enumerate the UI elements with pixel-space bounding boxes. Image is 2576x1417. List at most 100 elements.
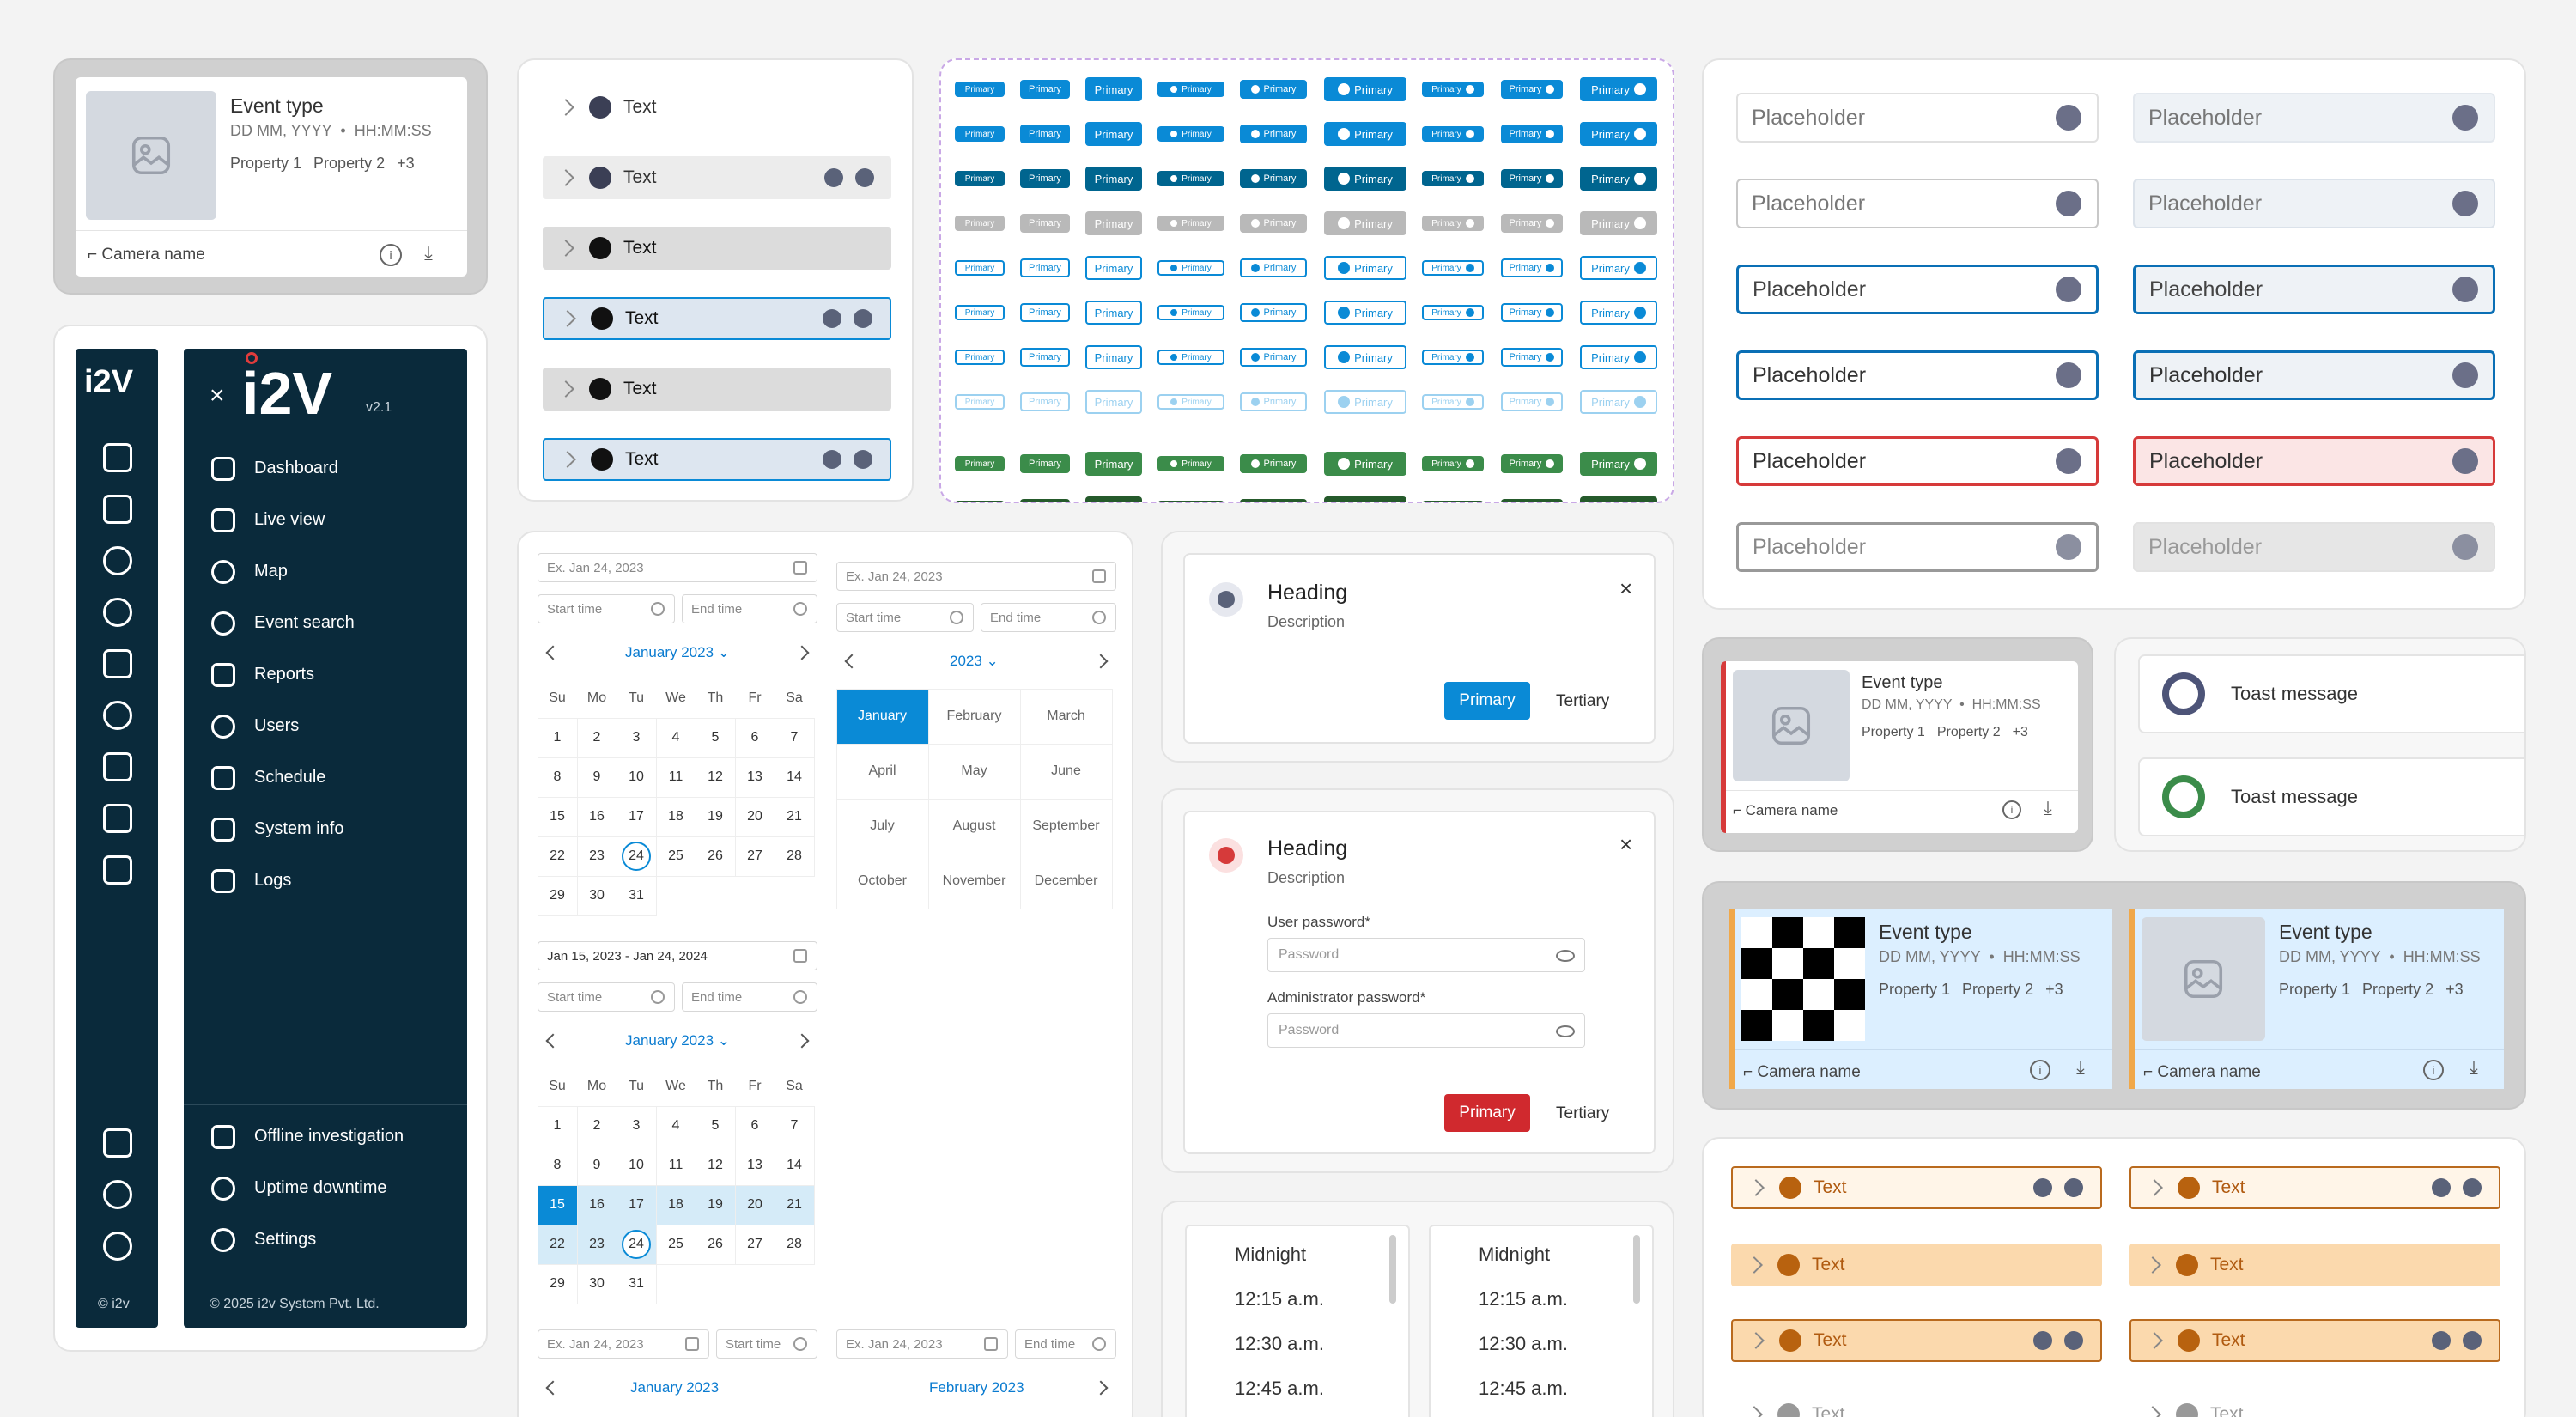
nav-logs[interactable]: Logs — [254, 871, 292, 890]
primary-button[interactable]: Primary — [1580, 77, 1657, 101]
primary-button[interactable]: Primary — [1501, 258, 1563, 277]
day-cell[interactable]: 27 — [734, 1224, 775, 1265]
primary-button[interactable]: Primary — [1324, 345, 1406, 369]
day-cell[interactable]: 28 — [774, 1224, 815, 1265]
action-icon[interactable] — [824, 168, 843, 187]
day-cell[interactable]: 5 — [695, 717, 736, 758]
day-cell[interactable]: 19 — [695, 1184, 736, 1225]
date-input[interactable]: Ex. Jan 24, 2023 — [836, 1329, 1008, 1359]
day-cell[interactable]: 13 — [734, 757, 775, 798]
next-month-icon[interactable] — [1093, 1380, 1109, 1396]
primary-button[interactable]: Primary — [1501, 454, 1563, 473]
tree-row-selected-actions[interactable]: Text — [543, 438, 891, 481]
primary-button[interactable]: Primary — [1422, 126, 1484, 142]
prev-year-icon[interactable] — [844, 654, 860, 669]
tree-row-warning[interactable]: Text — [2129, 1166, 2500, 1209]
time-option[interactable]: 12:45 a.m. — [1235, 1377, 1324, 1399]
month-title[interactable]: January 2023 ⌄ — [625, 644, 730, 660]
nav-uptime-downtime[interactable]: Uptime downtime — [254, 1178, 387, 1197]
day-cell[interactable]: 31 — [616, 875, 657, 916]
action-icon[interactable] — [2463, 1178, 2482, 1197]
tree-row-warning-hover[interactable]: Text — [2129, 1244, 2500, 1286]
action-icon[interactable] — [2033, 1331, 2052, 1350]
users-icon[interactable] — [103, 701, 132, 730]
toast-success[interactable]: Toast message — [2138, 757, 2524, 836]
dashboard-icon[interactable] — [103, 443, 132, 472]
event-card-selected[interactable]: Event type DD MM, YYYY • HH:MM:SS Proper… — [1729, 909, 2112, 1089]
primary-button[interactable]: Primary — [1085, 390, 1142, 414]
primary-button[interactable]: Primary — [1324, 256, 1406, 280]
primary-button[interactable]: Primary — [955, 305, 1005, 320]
tertiary-button[interactable]: Tertiary — [1556, 1104, 1610, 1122]
year-title[interactable]: 2023 ⌄ — [950, 653, 999, 669]
primary-button[interactable]: Primary — [1157, 260, 1224, 276]
day-cell[interactable]: 5 — [695, 1105, 736, 1146]
input-active[interactable]: Placeholder — [1736, 350, 2099, 400]
action-icon[interactable] — [2432, 1178, 2451, 1197]
uptime-icon[interactable] — [103, 1180, 132, 1209]
month-cell[interactable]: March — [1019, 688, 1113, 745]
primary-button[interactable]: Primary — [1085, 167, 1142, 191]
day-cell[interactable]: 15 — [537, 1184, 578, 1225]
nav-event-search[interactable]: Event search — [254, 613, 355, 632]
day-cell[interactable]: 16 — [576, 1184, 617, 1225]
day-cell[interactable]: 11 — [655, 1145, 696, 1186]
primary-button[interactable]: Primary — [1422, 260, 1484, 276]
primary-button[interactable]: Primary — [1157, 394, 1224, 410]
tree-row-warning-hover[interactable]: Text — [1731, 1244, 2102, 1286]
day-cell[interactable]: 22 — [537, 836, 578, 877]
primary-button[interactable]: Primary — [1324, 211, 1406, 235]
day-cell[interactable]: 9 — [576, 757, 617, 798]
primary-button[interactable]: Primary — [1157, 171, 1224, 186]
nav-live-view[interactable]: Live view — [254, 510, 325, 529]
primary-button[interactable]: Primary — [1580, 122, 1657, 146]
start-time-input[interactable]: Start time — [538, 594, 675, 623]
tree-row-selected[interactable]: Text — [543, 297, 891, 340]
day-cell[interactable]: 12 — [695, 1145, 736, 1186]
primary-button[interactable]: Primary — [1020, 169, 1070, 188]
primary-button[interactable]: Primary — [1580, 301, 1657, 325]
day-cell[interactable]: 4 — [655, 717, 696, 758]
nav-reports[interactable]: Reports — [254, 665, 315, 684]
primary-button[interactable]: Primary — [1157, 216, 1224, 231]
day-cell[interactable]: 3 — [616, 717, 657, 758]
info-icon[interactable]: i — [380, 244, 402, 266]
primary-button[interactable]: Primary — [955, 171, 1005, 186]
day-cell[interactable]: 17 — [616, 796, 657, 837]
primary-button[interactable]: Primary — [1580, 345, 1657, 369]
end-time-input[interactable]: End time — [981, 603, 1116, 632]
day-cell[interactable]: 18 — [655, 796, 696, 837]
event-card[interactable]: Event type DD MM, YYYY • HH:MM:SS Proper… — [76, 77, 467, 277]
day-cell[interactable]: 4 — [655, 1105, 696, 1146]
next-year-icon[interactable] — [1093, 654, 1109, 669]
day-cell[interactable]: 13 — [734, 1145, 775, 1186]
primary-button[interactable]: Primary — [1240, 392, 1307, 411]
live-view-icon[interactable] — [103, 495, 132, 524]
nav-offline-investigation[interactable]: Offline investigation — [254, 1127, 404, 1146]
time-option[interactable]: 12:30 a.m. — [1235, 1333, 1324, 1354]
day-cell[interactable]: 14 — [774, 757, 815, 798]
input-default-filled[interactable]: Placeholder — [2133, 93, 2495, 143]
offline-investigation-icon[interactable] — [103, 1128, 132, 1158]
day-cell[interactable]: 29 — [537, 875, 578, 916]
prev-month-icon[interactable] — [545, 645, 561, 660]
close-icon[interactable]: × — [1619, 831, 1633, 857]
day-cell[interactable]: 20 — [734, 1184, 775, 1225]
next-month-icon[interactable] — [794, 1033, 810, 1049]
primary-button[interactable]: Primary — [1240, 214, 1307, 233]
day-cell[interactable]: 29 — [537, 1263, 578, 1304]
download-icon[interactable]: ⤓ — [2076, 1056, 2085, 1078]
day-cell[interactable]: 10 — [616, 1145, 657, 1186]
primary-button[interactable]: Primary — [1157, 501, 1224, 502]
day-cell[interactable]: 31 — [616, 1263, 657, 1304]
prev-month-icon[interactable] — [545, 1380, 561, 1396]
event-card-alert[interactable]: Event type DD MM, YYYY • HH:MM:SS Proper… — [1721, 661, 2078, 833]
primary-button[interactable]: Primary — [1324, 301, 1406, 325]
primary-button[interactable]: Primary — [1422, 456, 1484, 471]
month-title-left[interactable]: January 2023 — [630, 1379, 720, 1396]
input-error[interactable]: Placeholder — [1736, 436, 2099, 486]
primary-button[interactable]: Primary — [1501, 80, 1563, 99]
day-cell[interactable]: 7 — [774, 1105, 815, 1146]
input-error-filled[interactable]: Placeholder — [2133, 436, 2495, 486]
month-cell[interactable]: May — [927, 743, 1021, 800]
